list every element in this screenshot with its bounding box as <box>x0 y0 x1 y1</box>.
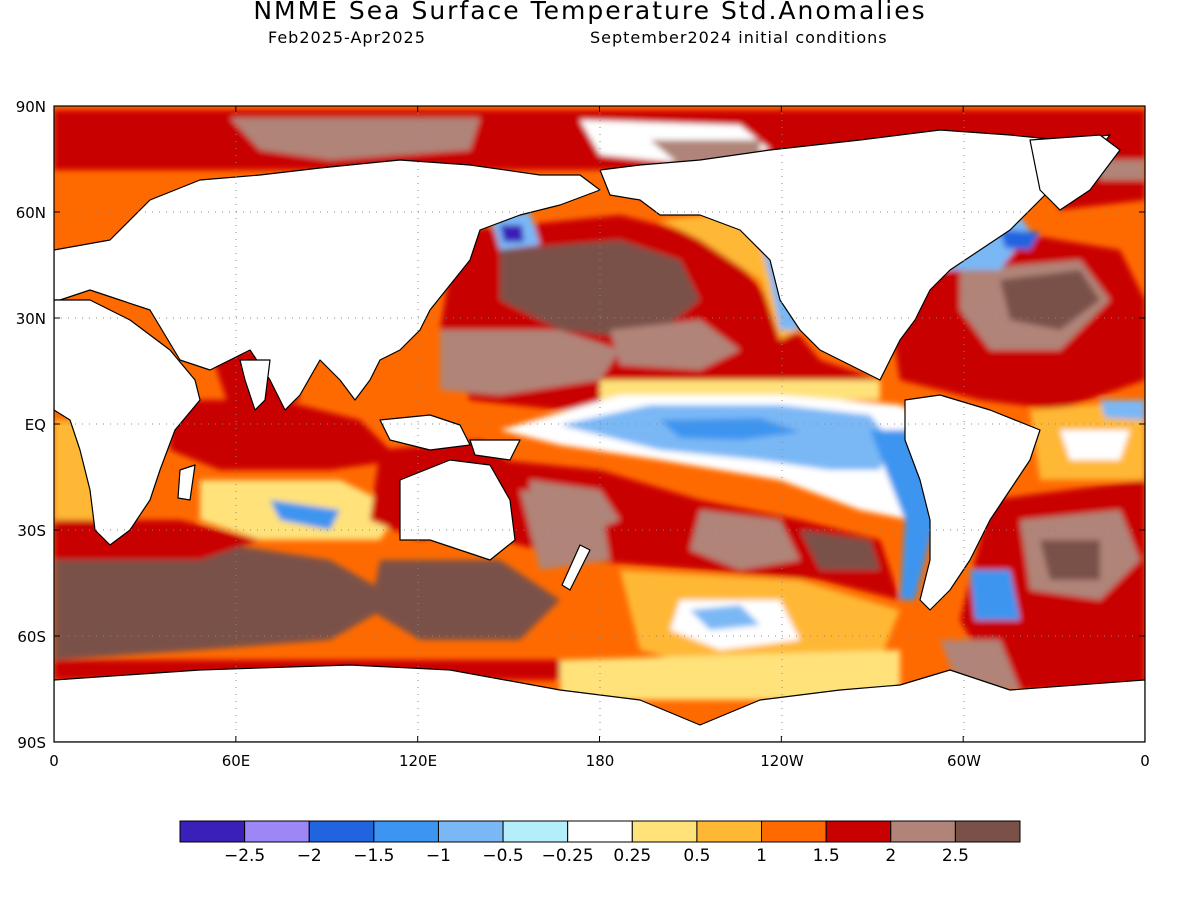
legend-label: −0.25 <box>542 846 594 866</box>
legend-swatch <box>373 820 439 843</box>
longitude-labels: 0 60E 120E 180 120W 60W 0 <box>49 752 1150 770</box>
antarctica-landmass <box>54 664 1145 742</box>
legend-label: −0.5 <box>482 846 523 866</box>
legend-swatch <box>761 820 827 843</box>
legend-label: 0.5 <box>683 846 710 866</box>
eurasia-landmass <box>54 159 601 411</box>
lat-label: 60S <box>17 628 46 646</box>
forecast-period: Feb2025-Apr2025 <box>268 28 426 47</box>
map-field <box>54 106 1145 742</box>
madagascar <box>177 464 196 501</box>
latitude-labels: 90N 60N 30N EQ 30S 60S 90S <box>16 98 46 752</box>
lon-label: 120W <box>760 752 804 770</box>
lat-label: 60N <box>16 204 46 222</box>
legend-swatch <box>696 820 763 843</box>
south-america-landmass <box>904 394 1041 611</box>
legend-label: −2.5 <box>224 846 265 866</box>
greenland <box>1029 134 1121 211</box>
legend-label: −1 <box>426 846 451 866</box>
north-america-landmass <box>599 129 1111 381</box>
color-legend: −2.5 −2 −1.5 −1 −0.5 −0.25 0.25 0.5 1 1.5 2 2.5 <box>179 820 1021 866</box>
legend-swatch <box>308 820 375 843</box>
legend-label: 0.25 <box>613 846 651 866</box>
legend-label: 1 <box>756 846 767 866</box>
new-zealand <box>561 544 591 591</box>
legend-swatch <box>954 820 1021 843</box>
legend-label: 2.5 <box>942 846 969 866</box>
legend-label: −2 <box>297 846 322 866</box>
legend-swatch <box>244 820 310 843</box>
lon-label: 120E <box>399 752 437 770</box>
maritime-continent <box>379 414 471 451</box>
legend-label: −1.5 <box>353 846 394 866</box>
lat-label: EQ <box>25 416 46 434</box>
graticule <box>54 106 1145 742</box>
legend-swatch <box>567 820 633 843</box>
axis-ticks <box>53 105 1146 743</box>
lon-label: 0 <box>49 752 59 770</box>
legend-swatch <box>890 820 956 843</box>
legend-swatch <box>437 820 504 843</box>
legend-label: 2 <box>885 846 896 866</box>
india-peninsula <box>239 359 271 411</box>
map-title: NMME Sea Surface Temperature Std.Anomali… <box>253 0 927 25</box>
lat-label: 30N <box>16 310 46 328</box>
lon-label: 0 <box>1140 752 1150 770</box>
lon-label: 180 <box>586 752 615 770</box>
lat-label: 30S <box>17 522 46 540</box>
new-guinea <box>469 439 521 461</box>
lon-label: 60E <box>222 752 251 770</box>
legend-swatch <box>631 820 698 843</box>
lon-label: 60W <box>947 752 981 770</box>
africa-landmass <box>54 299 201 546</box>
land <box>54 129 1145 742</box>
legend-swatch <box>502 820 569 843</box>
legend-label: 1.5 <box>813 846 840 866</box>
australia-landmass <box>399 459 516 561</box>
initial-conditions: September2024 initial conditions <box>590 28 888 47</box>
legend-swatch <box>179 820 246 843</box>
lat-label: 90N <box>16 98 46 116</box>
legend-swatch <box>825 820 892 843</box>
lat-label: 90S <box>17 734 46 752</box>
